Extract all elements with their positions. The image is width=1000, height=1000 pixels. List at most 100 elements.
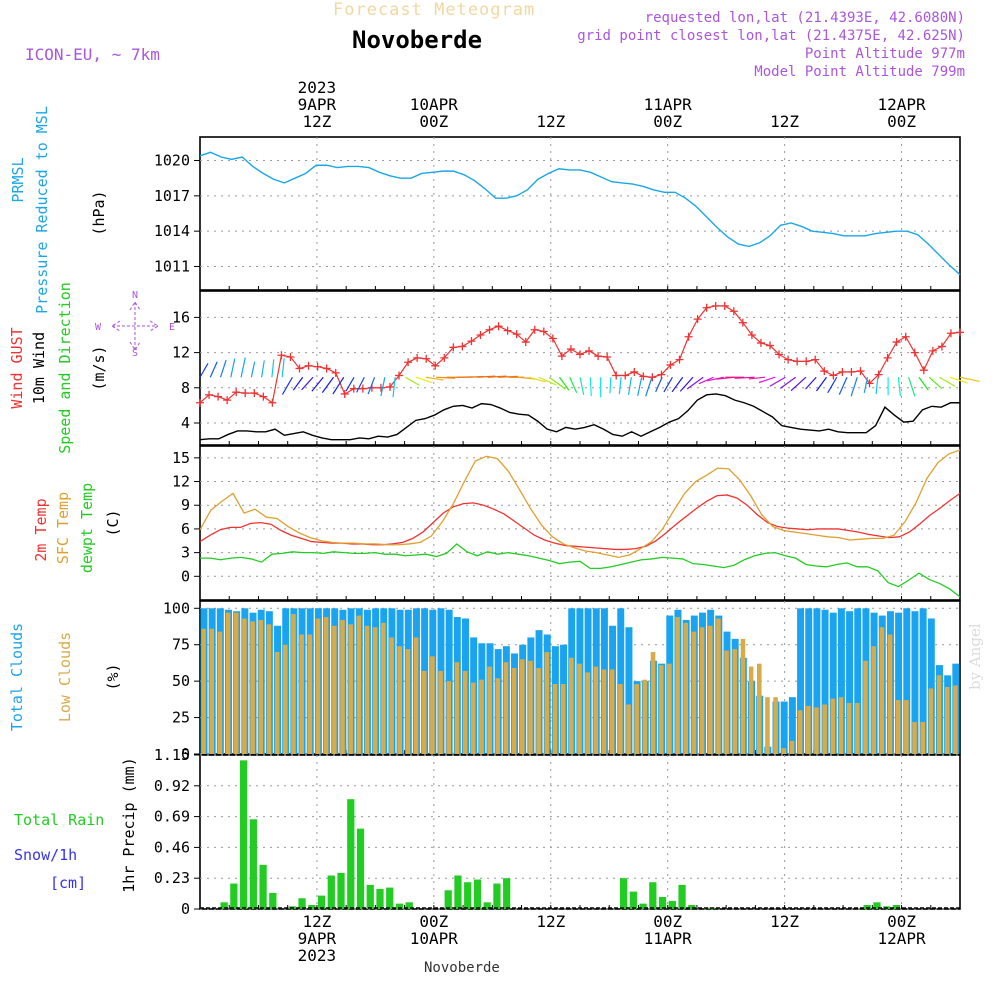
low-cloud-bar xyxy=(356,615,362,754)
time-label-bottom: 12Z xyxy=(770,912,799,931)
low-cloud-bar xyxy=(242,618,247,754)
rain-bar xyxy=(386,887,394,909)
compass-s: S xyxy=(132,348,138,359)
gust-marker xyxy=(675,355,684,364)
low-cloud-bar xyxy=(332,625,337,754)
rain-bar xyxy=(483,902,491,909)
rain-bar xyxy=(376,888,384,909)
total-cloud-bar xyxy=(903,608,911,754)
gust-marker xyxy=(946,329,955,338)
y-tick-label: 1011 xyxy=(154,257,190,275)
wind-arrow xyxy=(281,376,293,395)
gust-marker xyxy=(874,370,883,379)
pressure-line xyxy=(199,151,961,276)
gust-marker xyxy=(901,332,910,341)
low-cloud-bar xyxy=(699,627,705,754)
low-cloud-bar xyxy=(953,685,958,754)
footer-location: Novoberde xyxy=(424,960,500,976)
gust-marker xyxy=(919,366,928,375)
low-cloud-bar xyxy=(430,656,435,754)
label-speed-direction: Speed and Direction xyxy=(56,282,74,454)
wind-arrow xyxy=(301,376,314,391)
low-cloud-bar xyxy=(479,679,484,754)
rain-bar xyxy=(454,875,462,909)
wind-arrow xyxy=(769,376,786,387)
time-label-top: 12Z xyxy=(536,112,565,131)
low-cloud-bar xyxy=(650,652,656,754)
low-cloud-bar xyxy=(274,652,280,754)
time-label-bottom: 12APR xyxy=(877,929,926,948)
gust-marker xyxy=(566,345,575,354)
y-tick-label: 1017 xyxy=(154,187,190,205)
y-tick-label: 25 xyxy=(172,709,190,727)
low-cloud-bar xyxy=(552,684,558,754)
gust-marker xyxy=(557,352,566,361)
time-label-bottom: 12Z xyxy=(536,912,565,931)
time-label-top: 12APR xyxy=(877,95,926,114)
gust-marker xyxy=(503,326,512,335)
low-cloud-bar xyxy=(225,612,231,754)
gust-marker xyxy=(286,353,295,361)
total-cloud-bar xyxy=(895,612,903,754)
time-label-bottom: 00Z xyxy=(419,912,448,931)
label-precip-unit: 1hr Precip (mm) xyxy=(120,757,138,892)
low-cloud-bar xyxy=(381,622,386,754)
low-cloud-bar xyxy=(675,617,680,754)
y-tick-label: 75 xyxy=(172,636,190,654)
low-cloud-bar xyxy=(732,649,738,754)
wind-arrow xyxy=(199,363,209,378)
wind-arrow xyxy=(663,376,673,393)
dewpt-line xyxy=(200,543,961,598)
time-label-top: 10APR xyxy=(410,95,459,114)
compass-n: N xyxy=(132,290,138,301)
y-tick-label: 16 xyxy=(172,308,190,326)
rain-bar xyxy=(619,878,628,909)
wind-arrow xyxy=(959,376,980,382)
panel-frame-pressure xyxy=(199,136,961,291)
low-cloud-bar xyxy=(928,688,934,754)
gust-marker xyxy=(331,368,340,377)
gust-marker xyxy=(956,328,964,337)
y-tick-label: 0.23 xyxy=(154,869,190,887)
gust-marker xyxy=(422,354,431,363)
y-tick-label: 0 xyxy=(181,900,190,918)
gust-marker xyxy=(594,352,603,361)
location-title: Novoberde xyxy=(352,26,483,54)
wind-arrow xyxy=(528,376,547,383)
wind-arrow xyxy=(918,376,929,391)
low-cloud-bar xyxy=(315,618,321,754)
wind-arrow xyxy=(345,376,355,392)
compass-w: W xyxy=(95,322,102,333)
sfc-temp-line xyxy=(199,449,961,559)
rain-bar xyxy=(464,882,472,909)
gust-marker xyxy=(404,358,413,367)
gust-marker xyxy=(621,371,630,380)
wind-arrow xyxy=(637,377,643,396)
gust-marker xyxy=(467,337,476,346)
wind-arrow xyxy=(790,376,807,392)
rain-bar xyxy=(347,799,355,909)
low-cloud-bar xyxy=(920,721,926,754)
wind-arrow xyxy=(292,376,304,391)
low-cloud-bar xyxy=(536,668,541,754)
rain-bar xyxy=(639,903,647,909)
low-cloud-bar xyxy=(634,684,639,754)
gust-marker xyxy=(494,322,503,331)
total-cloud-bar xyxy=(788,697,796,754)
low-cloud-bar xyxy=(789,740,795,754)
low-cloud-bar xyxy=(201,628,206,754)
y-tick-label: 8 xyxy=(181,379,190,397)
rain-bar xyxy=(317,895,326,909)
low-cloud-bar xyxy=(323,617,329,754)
low-cloud-bar xyxy=(438,670,443,754)
gust-marker xyxy=(937,342,946,351)
point-altitude: Point Altitude 977m xyxy=(804,46,965,62)
total-cloud-bar xyxy=(821,609,829,754)
low-cloud-bar xyxy=(340,619,345,754)
gust-marker xyxy=(666,360,675,369)
wind-arrow xyxy=(671,376,684,393)
wind-arrow xyxy=(538,376,557,386)
low-cloud-bar xyxy=(773,697,778,754)
wind-arrow xyxy=(748,376,765,380)
gust-marker xyxy=(548,334,557,343)
